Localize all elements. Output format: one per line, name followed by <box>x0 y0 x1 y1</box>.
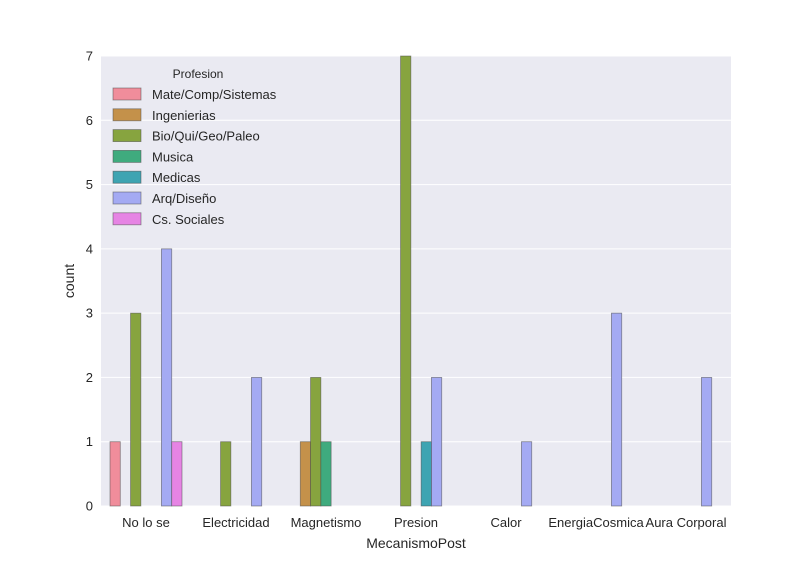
bar <box>701 377 713 507</box>
plot-background <box>101 56 731 506</box>
x-tick-label: Calor <box>490 515 522 530</box>
legend-swatch <box>112 87 142 101</box>
bar <box>310 377 322 507</box>
y-axis-ticks: 0 1 2 3 4 5 6 7 <box>86 49 93 514</box>
y-tick-label: 4 <box>86 241 93 256</box>
legend-entry: Bio/Qui/Geo/Paleo <box>152 129 260 144</box>
bar <box>521 441 533 507</box>
grid-lines <box>101 55 731 507</box>
bar <box>220 441 232 507</box>
x-tick-label: Magnetismo <box>291 515 362 530</box>
y-tick-label: 6 <box>86 113 93 128</box>
y-tick-label: 1 <box>86 434 93 449</box>
legend-swatch <box>112 191 142 205</box>
legend-entry: Cs. Sociales <box>152 212 225 227</box>
y-tick-label: 5 <box>86 177 93 192</box>
bars <box>109 55 713 507</box>
legend-title: Profesion <box>173 67 224 81</box>
x-axis-label: MecanismoPost <box>366 535 466 551</box>
bar <box>320 441 332 507</box>
x-tick-label: No lo se <box>122 515 170 530</box>
x-tick-label: EnergiaCosmica <box>548 515 644 530</box>
x-tick-label: Aura Corporal <box>646 515 727 530</box>
legend-swatch <box>112 129 142 143</box>
x-tick-label: Presion <box>394 515 438 530</box>
bar <box>299 441 311 507</box>
y-tick-label: 2 <box>86 370 93 385</box>
y-tick-label: 3 <box>86 306 93 321</box>
bar <box>400 55 412 507</box>
x-axis-ticks: No lo se Electricidad Magnetismo Presion Cal… <box>122 515 726 530</box>
legend: Profesion Mate/Comp/Sistemas Ingenierias B… <box>112 67 277 227</box>
y-tick-label: 0 <box>86 499 93 514</box>
bar <box>161 248 173 507</box>
bar <box>431 377 443 507</box>
bar <box>420 441 432 507</box>
legend-entry: Arq/Diseño <box>152 191 216 206</box>
bar <box>171 441 183 507</box>
legend-entry: Medicas <box>152 170 201 185</box>
bar <box>251 377 263 507</box>
legend-swatch <box>112 108 142 122</box>
x-tick-label: Electricidad <box>202 515 269 530</box>
legend-entry: Ingenierias <box>152 108 216 123</box>
legend-entry: Mate/Comp/Sistemas <box>152 87 277 102</box>
legend-swatch <box>112 149 142 163</box>
y-tick-label: 7 <box>86 49 93 64</box>
legend-swatch <box>112 212 142 226</box>
y-axis-label: count <box>61 264 77 298</box>
bar <box>130 312 142 507</box>
bar <box>109 441 121 507</box>
legend-swatch <box>112 170 142 184</box>
legend-entry: Musica <box>152 149 194 164</box>
bar <box>611 312 623 507</box>
